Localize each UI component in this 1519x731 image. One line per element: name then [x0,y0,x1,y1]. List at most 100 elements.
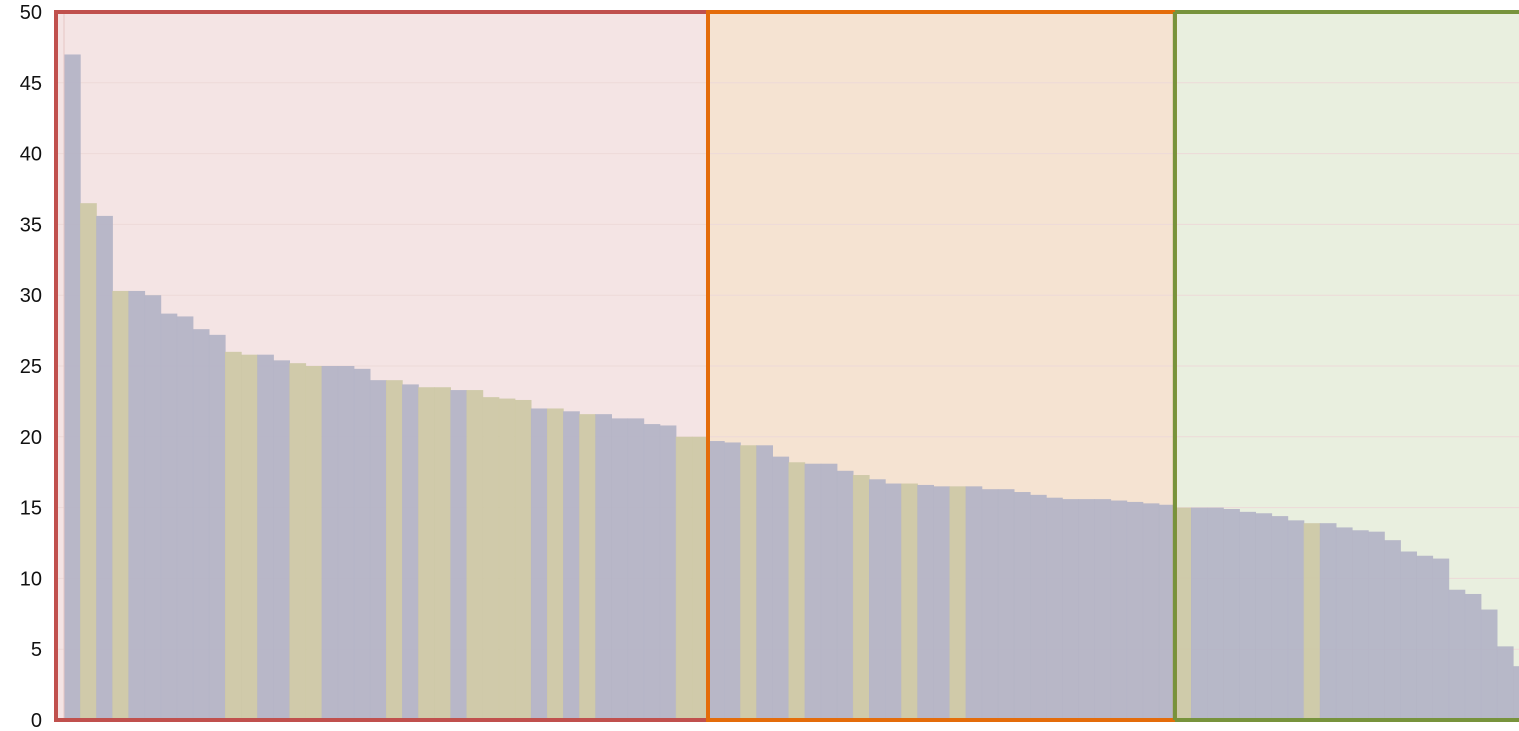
bar [1191,507,1208,720]
bar [353,368,371,720]
bar [1352,530,1369,720]
bar [1513,666,1519,720]
bar [64,54,81,721]
bar [547,408,564,720]
bar [1239,511,1256,720]
bar [1448,589,1466,720]
bar [1368,531,1385,720]
region-borders [54,10,1519,722]
bar [386,380,403,720]
bar [965,486,983,720]
bar [208,334,226,720]
bar [482,397,500,720]
bar [225,351,242,720]
bar [192,329,210,720]
bar [917,484,934,720]
bar [289,363,307,720]
region-border-3 [1172,10,1519,722]
bar [1207,507,1224,720]
bar [1255,513,1273,720]
bar [144,295,162,720]
bar [305,366,323,720]
bar [1319,523,1337,720]
bar [788,462,806,720]
bar [160,313,178,720]
bar [418,387,435,720]
bar [1384,540,1401,720]
bar [933,486,951,720]
bar [498,398,516,720]
bar [112,290,129,720]
bar [1158,504,1176,720]
bar [337,366,355,720]
bar [1223,509,1240,720]
bar [1303,523,1321,720]
bars [64,54,1519,721]
bar [257,354,274,720]
bar [611,418,629,720]
bar [724,442,741,720]
bar [627,418,645,720]
bar [756,445,773,720]
bar [1400,551,1417,720]
bar [869,479,886,720]
y-tick-label: 20 [20,427,42,449]
bar [740,445,757,720]
y-tick-label: 0 [31,710,42,731]
bar [949,486,967,720]
bar [643,424,661,720]
bar [1046,497,1063,720]
bar [885,483,902,720]
bar [96,215,113,721]
bar [659,425,677,720]
bar [1078,499,1095,720]
y-tick-label: 30 [20,285,42,307]
bar [1174,507,1192,720]
bar [708,441,725,720]
bar [836,470,854,720]
bar [369,380,387,720]
bar [579,414,596,720]
bar [434,387,451,720]
bar [1062,499,1079,720]
bar [1335,527,1353,720]
bar [981,489,999,720]
y-tick-label: 40 [20,144,42,166]
bar [1287,520,1305,720]
bar [1094,499,1112,720]
bar [1013,492,1031,720]
bar [402,384,419,720]
bar [675,436,693,720]
bar [176,316,194,720]
bar [595,414,612,720]
y-axis-ticks: 0 5 10 15 20 25 30 35 40 45 50 [20,2,42,731]
bar [997,489,1015,720]
bar [450,390,468,720]
bar [321,366,339,720]
y-tick-label: 35 [20,214,42,236]
bar [1142,503,1160,720]
y-tick-label: 50 [20,2,42,24]
y-tick-label: 15 [20,498,42,520]
bar [273,360,290,720]
bar [1496,646,1514,720]
bar [901,483,918,720]
y-tick-label: 25 [20,356,42,378]
bar [1271,516,1289,720]
bar [128,290,146,720]
bar [1030,494,1047,720]
y-tick-label: 5 [31,639,42,661]
bar [1416,555,1434,720]
bar [1110,500,1128,720]
bar [466,390,484,720]
bar [852,475,870,720]
bar [241,354,258,720]
bar [772,456,790,720]
bar [530,408,548,720]
y-tick-label: 10 [20,568,42,590]
y-tick-label: 45 [20,73,42,95]
bar [514,399,532,720]
bar [563,411,580,720]
bar [1464,593,1482,720]
